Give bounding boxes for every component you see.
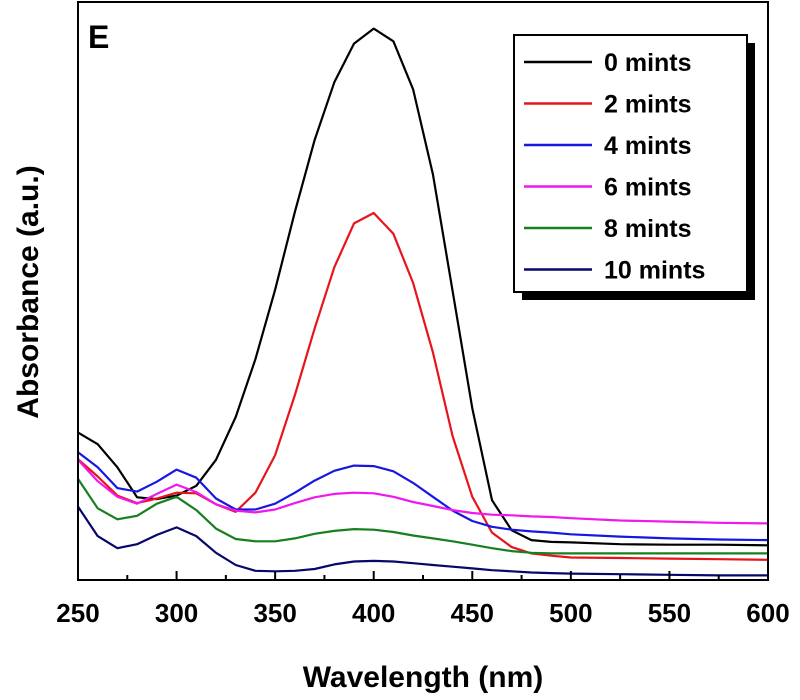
x-tick-label-1: 300 [155, 598, 198, 628]
legend-label-3: 6 mints [604, 174, 692, 202]
legend-label-5: 10 mints [604, 257, 705, 285]
legend-label-0: 0 mints [604, 49, 692, 77]
series-line-2 [77, 451, 769, 542]
x-tick-label-3: 400 [352, 598, 395, 628]
legend-box [513, 34, 748, 293]
x-tick-label-4: 450 [451, 598, 494, 628]
series-line-0 [77, 27, 769, 547]
x-tick-label-0: 250 [56, 598, 99, 628]
series-line-3 [77, 459, 769, 525]
x-tick-label-6: 550 [648, 598, 691, 628]
x-tick-label-7: 600 [746, 598, 789, 628]
series-line-1 [77, 211, 769, 561]
legend: 0 mints 2 mints 4 mints 6 mints 8 mints 10 mi… [513, 34, 755, 300]
x-tick-label-5: 500 [549, 598, 592, 628]
legend-label-2: 4 mints [604, 132, 692, 160]
x-axis-tick-labels: 250 300 350 400 450 500 550 600 [56, 598, 789, 628]
series-lines [77, 27, 769, 577]
series-line-5 [77, 505, 768, 577]
series-line-4 [77, 478, 768, 555]
x-axis-ticks [77, 571, 769, 580]
legend-label-4: 8 mints [604, 215, 692, 243]
panel-label: E [88, 19, 109, 55]
legend-entries: 0 mints 2 mints 4 mints 6 mints 8 mints 10 mi… [524, 49, 705, 285]
x-tick-label-2: 350 [253, 598, 296, 628]
legend-label-1: 2 mints [604, 91, 692, 119]
y-axis-title: Absorbance (a.u.) [12, 165, 45, 418]
x-axis-title: Wavelength (nm) [303, 661, 544, 694]
